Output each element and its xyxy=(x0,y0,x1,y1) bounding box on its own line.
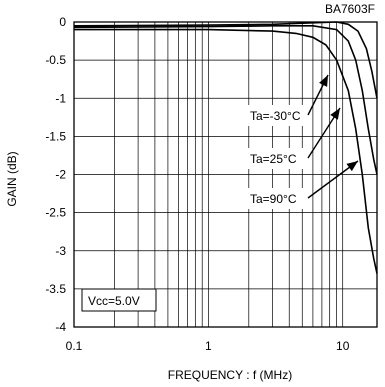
series-line xyxy=(73,21,378,99)
series-line xyxy=(73,25,378,175)
x-axis-title: FREQUENCY : f (MHz) xyxy=(168,368,292,382)
y-tick-label: -3.5 xyxy=(45,282,66,296)
y-tick-label: 0 xyxy=(59,15,66,29)
y-tick-label: -1 xyxy=(55,91,66,105)
x-tick-label: 0.1 xyxy=(66,339,83,353)
chart-title: BA7603F xyxy=(325,2,375,16)
y-tick-label: -1.5 xyxy=(45,129,66,143)
y-tick-label: -3 xyxy=(55,244,66,258)
series-labels: Ta=-30°C Ta=25°C Ta=90°C xyxy=(248,105,312,209)
label-arrow-head xyxy=(319,75,328,87)
y-tick-label: -2 xyxy=(55,168,66,182)
series-label: Ta=25°C xyxy=(250,152,297,166)
vcc-annotation-box xyxy=(81,288,157,312)
series-label-box xyxy=(248,188,312,209)
y-tick-label: -0.5 xyxy=(45,53,66,67)
vcc-annotation: Vcc=5.0V xyxy=(81,288,157,312)
y-axis-title: GAIN (dB) xyxy=(5,151,19,206)
x-tick-labels: 0.1 1 10 xyxy=(66,339,350,353)
series-line xyxy=(74,28,378,274)
series-lines xyxy=(73,21,378,274)
series-label-box xyxy=(248,105,312,126)
y-tick-labels: 0 -0.5 -1 -1.5 -2 -2.5 -3 -3.5 -4 xyxy=(45,15,66,334)
series-label-box xyxy=(248,148,312,169)
y-tick-label: -4 xyxy=(55,320,66,334)
y-tick-label: -2.5 xyxy=(45,206,66,220)
series-label: Ta=-30°C xyxy=(250,109,301,123)
x-tick-label: 1 xyxy=(205,339,212,353)
grid xyxy=(74,22,377,327)
series-label: Ta=90°C xyxy=(250,192,297,206)
label-arrows xyxy=(307,74,359,199)
label-arrow-head xyxy=(346,161,358,172)
label-arrow-head xyxy=(330,108,340,120)
x-tick-label: 10 xyxy=(336,339,350,353)
vcc-annotation-text: Vcc=5.0V xyxy=(88,294,140,308)
